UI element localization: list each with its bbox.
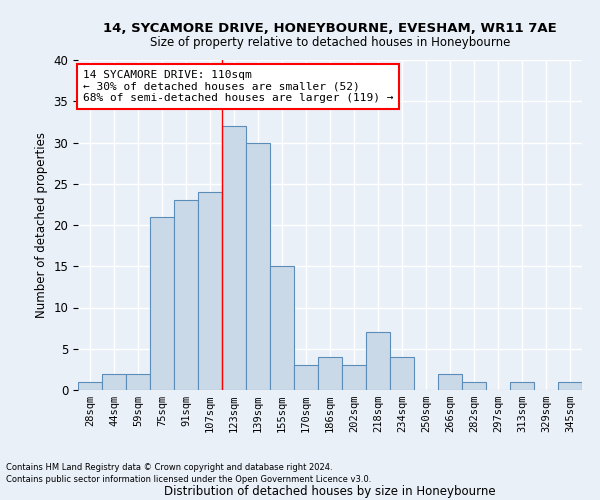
Bar xyxy=(342,365,366,390)
Bar xyxy=(126,374,150,390)
Text: 14 SYCAMORE DRIVE: 110sqm
← 30% of detached houses are smaller (52)
68% of semi-: 14 SYCAMORE DRIVE: 110sqm ← 30% of detac… xyxy=(83,70,394,103)
Text: Contains public sector information licensed under the Open Government Licence v3: Contains public sector information licen… xyxy=(6,474,371,484)
Bar xyxy=(150,217,174,390)
Bar xyxy=(294,365,318,390)
Bar xyxy=(246,142,270,390)
Bar xyxy=(270,266,294,390)
Bar xyxy=(510,382,534,390)
Bar xyxy=(390,357,414,390)
Bar xyxy=(102,374,126,390)
Bar xyxy=(558,382,582,390)
Bar xyxy=(318,357,342,390)
Bar xyxy=(366,332,390,390)
Text: Distribution of detached houses by size in Honeybourne: Distribution of detached houses by size … xyxy=(164,484,496,498)
Bar xyxy=(174,200,198,390)
Text: 14, SYCAMORE DRIVE, HONEYBOURNE, EVESHAM, WR11 7AE: 14, SYCAMORE DRIVE, HONEYBOURNE, EVESHAM… xyxy=(103,22,557,36)
Y-axis label: Number of detached properties: Number of detached properties xyxy=(35,132,48,318)
Bar xyxy=(438,374,462,390)
Bar xyxy=(78,382,102,390)
Bar xyxy=(198,192,222,390)
Text: Size of property relative to detached houses in Honeybourne: Size of property relative to detached ho… xyxy=(150,36,510,49)
Bar xyxy=(222,126,246,390)
Bar xyxy=(462,382,486,390)
Text: Contains HM Land Registry data © Crown copyright and database right 2024.: Contains HM Land Registry data © Crown c… xyxy=(6,464,332,472)
